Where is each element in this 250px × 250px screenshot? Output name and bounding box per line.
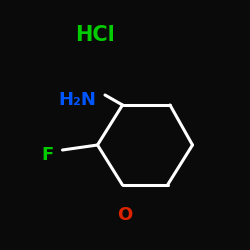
Text: O: O xyxy=(118,206,132,224)
Text: F: F xyxy=(42,146,54,164)
Text: H₂N: H₂N xyxy=(58,91,96,109)
Text: HCl: HCl xyxy=(75,25,115,45)
